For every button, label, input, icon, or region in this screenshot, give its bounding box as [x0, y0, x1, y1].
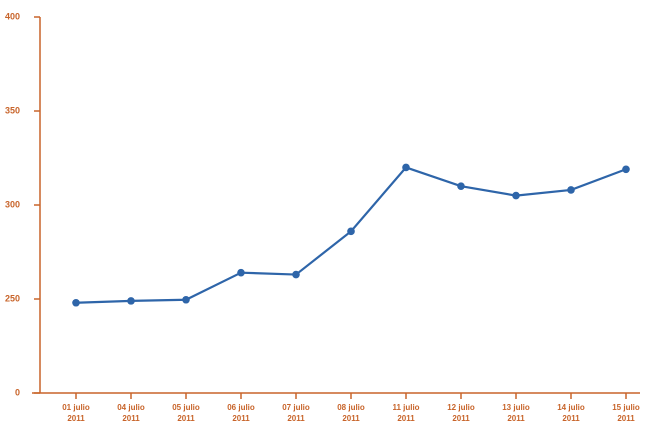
y-tick-label: 250 — [5, 293, 20, 303]
point — [182, 295, 190, 304]
point — [292, 270, 300, 279]
x-tick-label: 13 julio 2011 — [502, 403, 530, 423]
y-tick-label: 300 — [5, 199, 20, 209]
point — [347, 227, 355, 236]
x-tick-label: 14 julio 2011 — [557, 403, 585, 423]
point — [457, 182, 465, 190]
x-tick-label: 12 julio 2011 — [447, 403, 475, 423]
x-tick-label: 04 julio 2011 — [117, 403, 145, 423]
point — [622, 165, 630, 174]
point — [127, 297, 135, 305]
y-tick-label: 350 — [5, 105, 20, 115]
x-tick-label: 07 julio 2011 — [282, 403, 310, 423]
y-tick-label: 0 — [15, 387, 20, 397]
x-tick-label: 06 julio 2011 — [227, 403, 255, 423]
x-tick-label: 08 julio 2011 — [337, 403, 365, 423]
point — [237, 268, 245, 277]
point — [72, 298, 80, 307]
x-tick-label: 11 julio 2011 — [392, 403, 420, 423]
x-tick-label: 05 julio 2011 — [172, 403, 200, 423]
y-tick-label: 400 — [5, 11, 20, 21]
x-tick-label: 01 julio 2011 — [62, 403, 90, 423]
point — [512, 191, 520, 200]
point — [402, 163, 410, 172]
point — [567, 186, 575, 194]
x-tick-label: 15 julio 2011 — [612, 403, 640, 423]
